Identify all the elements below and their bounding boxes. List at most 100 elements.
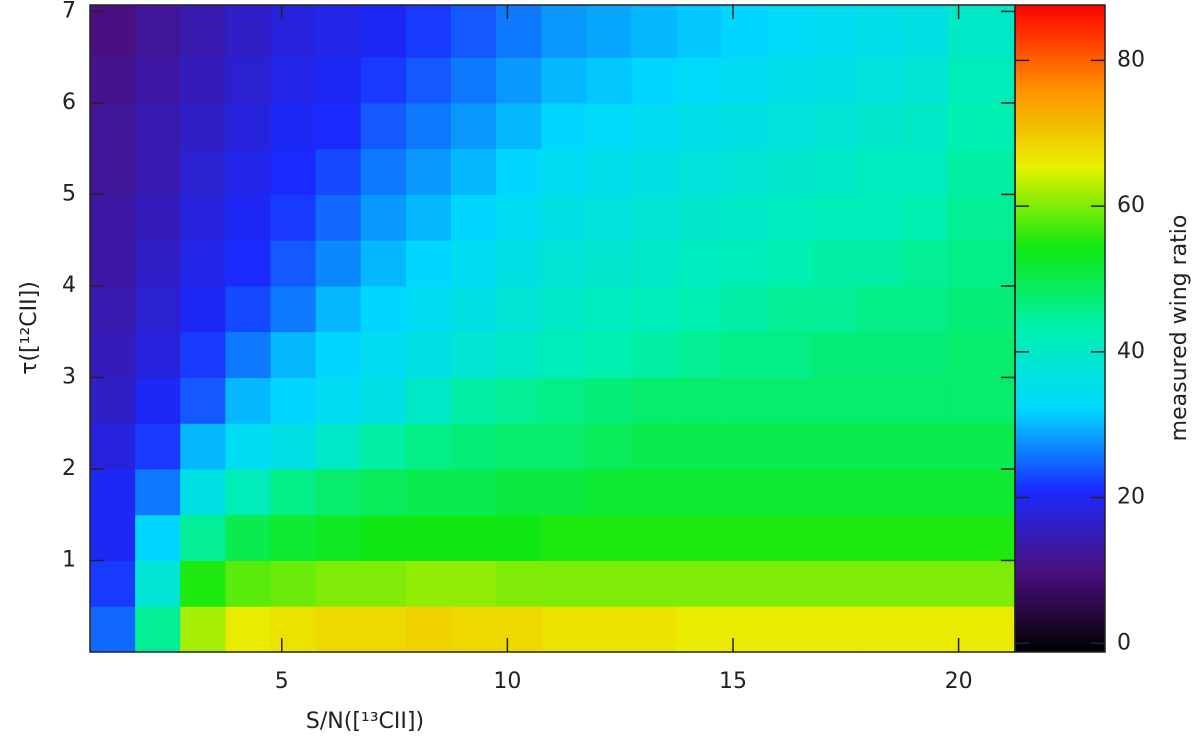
heat-cell xyxy=(180,606,226,653)
heat-cell xyxy=(405,102,452,150)
heat-cell xyxy=(811,102,858,150)
heat-cell xyxy=(360,377,407,424)
heat-cell xyxy=(541,240,587,287)
heat-cell xyxy=(496,240,542,287)
heat-cell xyxy=(225,57,271,104)
heat-cell xyxy=(811,331,858,378)
heat-cell xyxy=(180,560,226,607)
heat-cell xyxy=(270,285,317,333)
heat-cell xyxy=(676,468,723,516)
heat-cell xyxy=(631,606,678,653)
heat-cell xyxy=(90,331,136,378)
heat-cell xyxy=(360,240,407,287)
heat-cell xyxy=(90,240,136,287)
heat-cell xyxy=(360,468,407,516)
heat-cell xyxy=(541,377,587,424)
heat-cell xyxy=(541,331,587,378)
heat-cell xyxy=(135,285,181,333)
heat-cell xyxy=(405,560,452,607)
heat-cell xyxy=(902,194,948,241)
heat-cell xyxy=(631,102,678,150)
heat-cell xyxy=(225,514,271,561)
heat-cell xyxy=(586,57,632,104)
heat-cell xyxy=(135,423,181,470)
heat-cell xyxy=(586,5,632,58)
heat-cell xyxy=(496,377,542,424)
heat-cell xyxy=(225,285,271,333)
heat-cell xyxy=(180,57,226,104)
heat-cell xyxy=(450,102,497,150)
heat-cell xyxy=(90,560,136,607)
heat-cell xyxy=(721,148,768,195)
heat-cell xyxy=(270,423,317,470)
heat-cell xyxy=(947,423,1016,470)
y-tick-label: 2 xyxy=(62,456,76,481)
heat-cell xyxy=(225,5,271,58)
heat-cell xyxy=(360,57,407,104)
heat-cell xyxy=(360,285,407,333)
heat-cell xyxy=(225,560,271,607)
heat-cell xyxy=(135,148,181,195)
heat-cell xyxy=(586,194,632,241)
heat-cell xyxy=(631,285,678,333)
heat-cell xyxy=(631,331,678,378)
heat-cell xyxy=(857,285,903,333)
heat-cell xyxy=(405,285,452,333)
heat-cell xyxy=(676,514,723,561)
heat-cell xyxy=(902,331,948,378)
heat-cell xyxy=(947,57,1016,104)
heat-cell xyxy=(811,285,858,333)
heat-cell xyxy=(811,468,858,516)
heat-cell xyxy=(225,468,271,516)
heat-cell xyxy=(541,57,587,104)
heat-cell xyxy=(180,148,226,195)
heat-cell xyxy=(405,194,452,241)
heat-cell xyxy=(541,285,587,333)
heat-cell xyxy=(766,5,813,58)
y-tick-label: 5 xyxy=(62,181,76,206)
heat-cell xyxy=(676,102,723,150)
heat-cell xyxy=(496,285,542,333)
heat-cell xyxy=(586,240,632,287)
heat-cell xyxy=(902,560,948,607)
heat-cell xyxy=(541,514,587,561)
heat-cell xyxy=(541,423,587,470)
heat-cell xyxy=(721,377,768,424)
heat-cell xyxy=(586,468,632,516)
heat-cell xyxy=(180,102,226,150)
heat-cell xyxy=(315,57,362,104)
heat-cell xyxy=(135,5,181,58)
heat-cell xyxy=(857,102,903,150)
heat-cell xyxy=(631,560,678,607)
heat-cell xyxy=(180,194,226,241)
heat-cell xyxy=(811,57,858,104)
heat-cell xyxy=(631,468,678,516)
heat-cell xyxy=(947,148,1016,195)
heat-cell xyxy=(586,423,632,470)
heat-cell xyxy=(857,423,903,470)
heat-cell xyxy=(721,102,768,150)
heat-cell xyxy=(90,423,136,470)
heat-cell xyxy=(90,468,136,516)
heat-cell xyxy=(766,240,813,287)
y-tick-label: 7 xyxy=(62,0,76,23)
heat-cell xyxy=(857,606,903,653)
heat-cell xyxy=(721,194,768,241)
heat-cell xyxy=(450,514,497,561)
heat-cell xyxy=(225,606,271,653)
heat-cell xyxy=(766,377,813,424)
heat-cell xyxy=(766,606,813,653)
heat-cell xyxy=(135,377,181,424)
x-tick-label: 15 xyxy=(719,669,747,694)
heat-cell xyxy=(405,423,452,470)
heat-cell xyxy=(496,148,542,195)
heat-cell xyxy=(270,148,317,195)
heat-cell xyxy=(450,468,497,516)
heat-cell xyxy=(541,560,587,607)
heat-cell xyxy=(676,377,723,424)
heat-cell xyxy=(721,5,768,58)
heat-cell xyxy=(811,606,858,653)
heat-cell xyxy=(721,606,768,653)
heat-cell xyxy=(496,331,542,378)
